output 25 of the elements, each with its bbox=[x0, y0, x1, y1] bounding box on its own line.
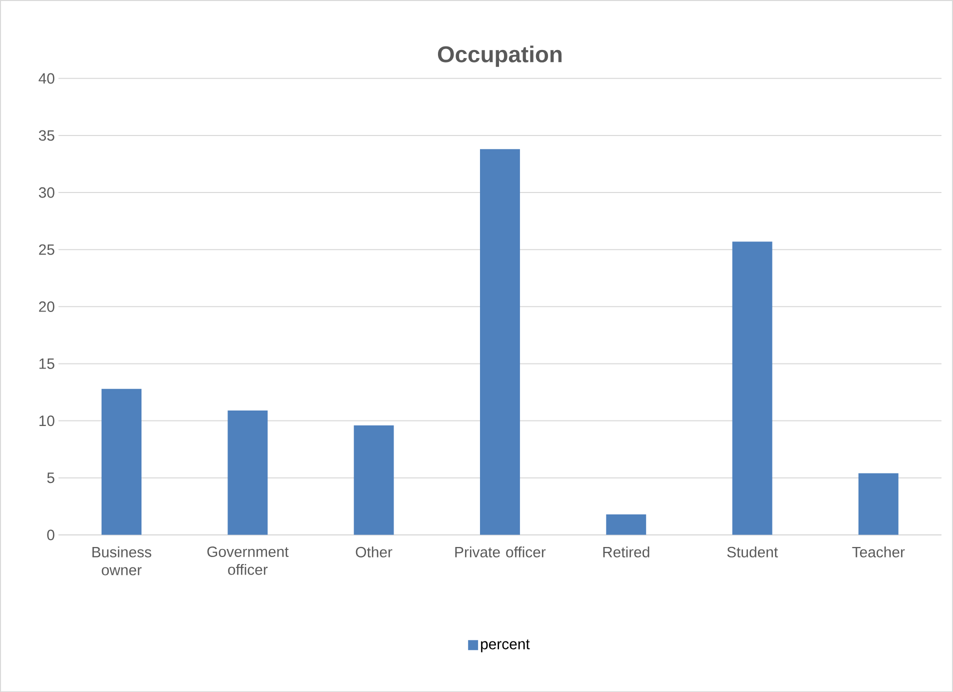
x-tick-label: Private officer bbox=[455, 546, 546, 558]
y-tick-label: 10 bbox=[39, 415, 54, 426]
y-tick-label: 35 bbox=[38, 130, 54, 141]
x-tick-label: Student bbox=[727, 546, 778, 558]
bar bbox=[858, 473, 898, 535]
y-tick-label: 20 bbox=[39, 301, 54, 312]
x-tick-label: Business owner bbox=[92, 546, 152, 576]
bar bbox=[480, 149, 520, 535]
chart-title: Occupation bbox=[438, 45, 562, 67]
y-tick-label: 0 bbox=[47, 530, 54, 540]
x-tick-label: Government officer bbox=[207, 546, 289, 575]
y-tick-label: 25 bbox=[39, 244, 54, 255]
y-tick-label: 40 bbox=[38, 73, 54, 84]
bar bbox=[102, 388, 142, 535]
legend-label: percent bbox=[481, 639, 530, 652]
y-tick-label: 15 bbox=[39, 358, 54, 369]
x-tick-label: Other bbox=[356, 546, 392, 558]
x-tick-label: Retired bbox=[603, 546, 650, 558]
bar bbox=[606, 514, 646, 535]
bar bbox=[228, 410, 268, 535]
bar bbox=[732, 241, 772, 535]
y-tick-label: 30 bbox=[38, 187, 54, 198]
bar bbox=[354, 425, 394, 535]
y-tick-label: 5 bbox=[47, 472, 54, 483]
x-tick-label: Teacher bbox=[852, 546, 905, 558]
